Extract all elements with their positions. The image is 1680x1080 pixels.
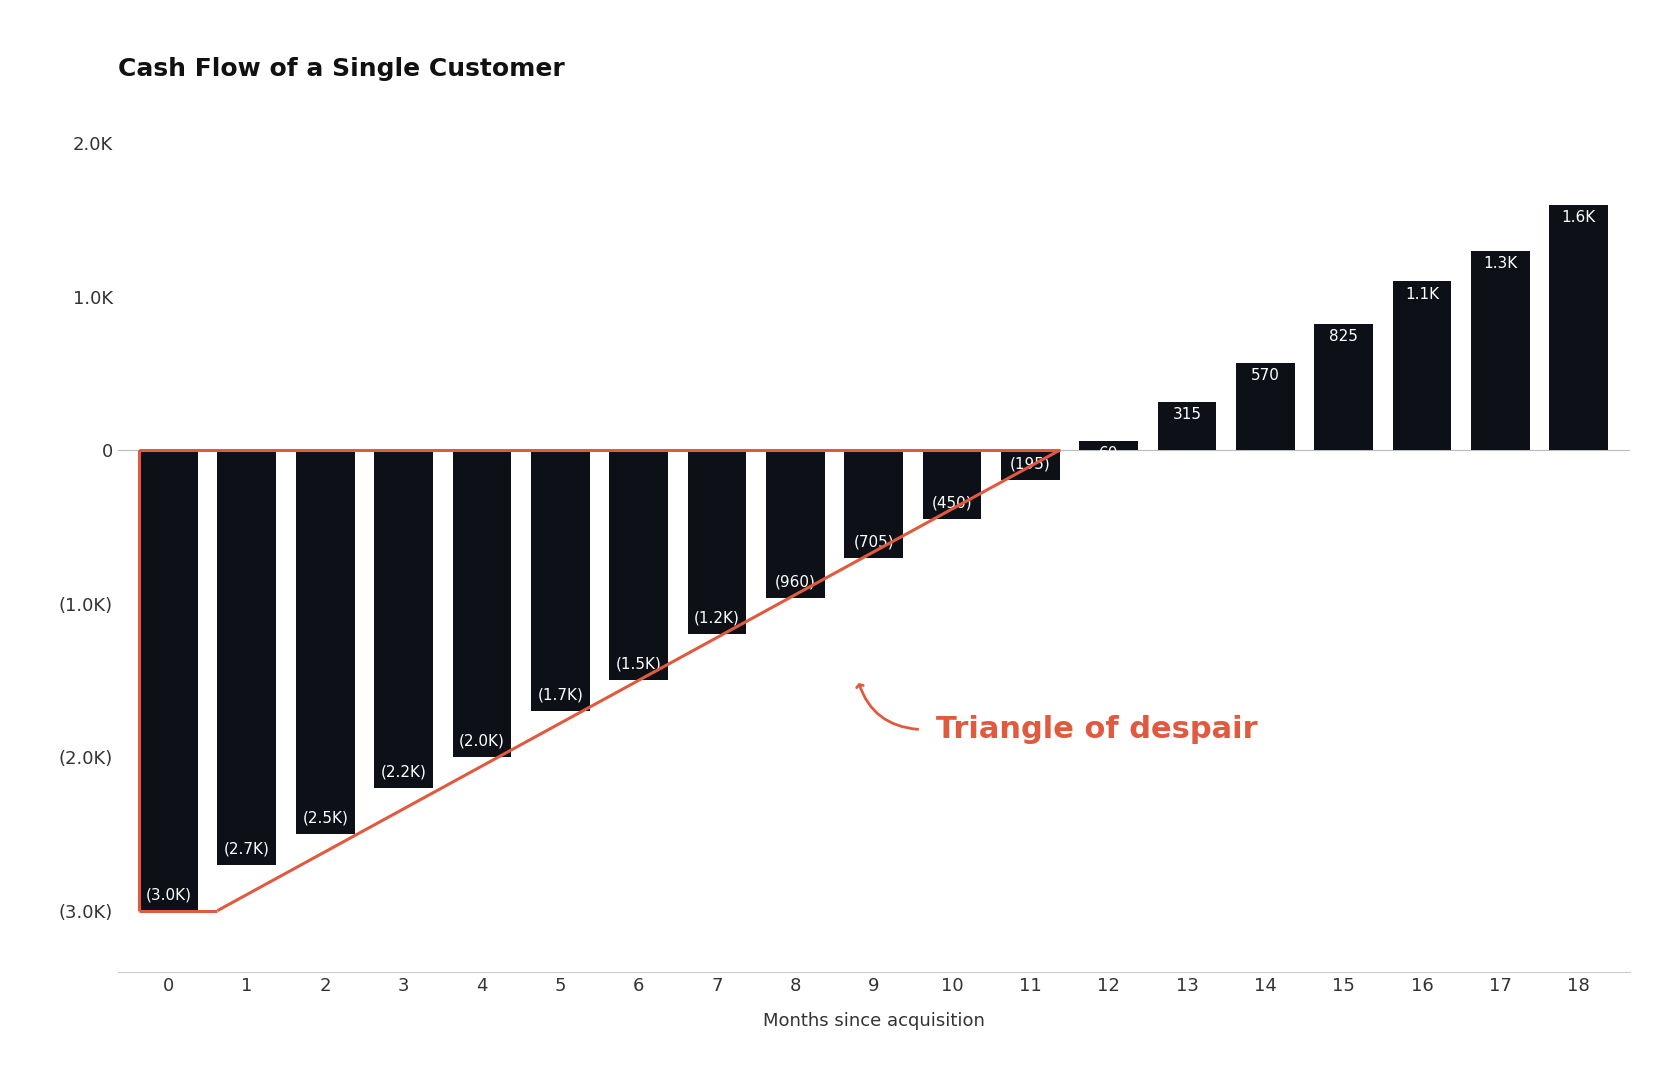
Text: (705): (705) (853, 535, 894, 550)
Text: 315: 315 (1173, 407, 1201, 422)
Text: (1.2K): (1.2K) (694, 611, 739, 626)
Bar (375, 450, 433, 787)
Bar (1236, 363, 1295, 450)
Text: (2.5K): (2.5K) (302, 810, 348, 825)
Text: (1.5K): (1.5K) (615, 657, 662, 672)
Bar (766, 450, 825, 597)
Bar (1393, 282, 1452, 450)
Bar (296, 450, 354, 834)
Bar (687, 450, 746, 634)
Bar (845, 450, 902, 558)
Bar (922, 450, 981, 519)
Text: (2.2K): (2.2K) (381, 765, 427, 780)
Text: 1.6K: 1.6K (1561, 210, 1596, 225)
Text: (3.0K): (3.0K) (146, 887, 192, 902)
Bar (1001, 450, 1060, 481)
Text: 1.1K: 1.1K (1404, 286, 1440, 301)
Text: (450): (450) (932, 496, 973, 511)
Text: (2.0K): (2.0K) (459, 733, 504, 748)
Text: (1.7K): (1.7K) (538, 688, 583, 703)
Text: Triangle of despair: Triangle of despair (936, 715, 1258, 744)
Bar (531, 450, 590, 711)
Text: (960): (960) (774, 575, 816, 589)
Bar (217, 450, 276, 865)
Text: 570: 570 (1252, 368, 1280, 383)
Text: Cash Flow of a Single Customer: Cash Flow of a Single Customer (118, 57, 564, 81)
Bar (139, 450, 198, 910)
Bar (1158, 402, 1216, 450)
Text: 60: 60 (1099, 446, 1119, 461)
Bar (610, 450, 669, 680)
Text: (2.7K): (2.7K) (223, 841, 270, 856)
Text: 825: 825 (1329, 329, 1357, 343)
Bar (452, 450, 511, 757)
Bar (1549, 204, 1608, 450)
Text: 1.3K: 1.3K (1483, 256, 1517, 271)
Bar (1472, 251, 1530, 450)
X-axis label: Months since acquisition: Months since acquisition (763, 1012, 984, 1029)
Bar (1079, 441, 1137, 450)
Bar (1314, 324, 1373, 450)
Text: (195): (195) (1010, 457, 1050, 472)
